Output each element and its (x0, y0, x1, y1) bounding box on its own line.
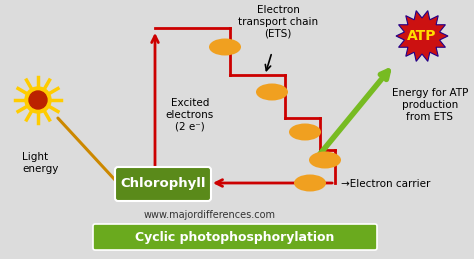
FancyBboxPatch shape (115, 167, 211, 201)
FancyBboxPatch shape (93, 224, 377, 250)
Text: Light
energy: Light energy (22, 152, 58, 174)
Text: Cyclic photophosphorylation: Cyclic photophosphorylation (135, 231, 335, 243)
Circle shape (29, 91, 47, 109)
Ellipse shape (294, 175, 326, 191)
Ellipse shape (209, 39, 241, 55)
Ellipse shape (309, 152, 341, 169)
Text: Electron
transport chain
(ETS): Electron transport chain (ETS) (238, 5, 318, 38)
Text: www.majordifferences.com: www.majordifferences.com (144, 210, 276, 220)
Text: Excited
electrons
(2 e⁻): Excited electrons (2 e⁻) (166, 98, 214, 132)
Circle shape (25, 87, 51, 113)
Text: →Electron carrier: →Electron carrier (341, 179, 430, 189)
Polygon shape (396, 11, 448, 61)
Text: Energy for ATP
production
from ETS: Energy for ATP production from ETS (392, 88, 468, 121)
Ellipse shape (289, 124, 321, 140)
Text: ATP: ATP (407, 29, 437, 43)
Text: Chlorophyll: Chlorophyll (120, 177, 206, 191)
Ellipse shape (256, 83, 288, 100)
